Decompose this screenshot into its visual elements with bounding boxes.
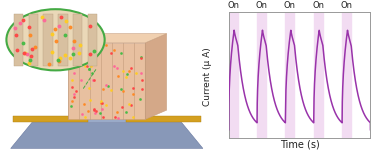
Polygon shape [68, 34, 167, 43]
Polygon shape [68, 43, 145, 119]
Polygon shape [13, 116, 88, 122]
Polygon shape [32, 116, 181, 122]
Text: On: On [227, 1, 239, 10]
Bar [229, 12, 238, 138]
Polygon shape [29, 14, 38, 66]
Polygon shape [88, 14, 97, 66]
Bar [257, 12, 266, 138]
Polygon shape [126, 116, 201, 122]
Polygon shape [14, 14, 23, 66]
Polygon shape [43, 14, 53, 66]
Polygon shape [58, 14, 68, 66]
X-axis label: Time (s): Time (s) [280, 139, 319, 149]
Bar [314, 12, 323, 138]
Polygon shape [145, 34, 167, 119]
Text: On: On [341, 1, 353, 10]
Polygon shape [11, 122, 203, 148]
Text: On: On [312, 1, 324, 10]
Text: Current (μ A): Current (μ A) [203, 47, 212, 106]
Polygon shape [73, 14, 82, 66]
Text: On: On [256, 1, 268, 10]
Bar [285, 12, 294, 138]
Bar [342, 12, 351, 138]
Text: On: On [284, 1, 296, 10]
Ellipse shape [6, 9, 105, 70]
